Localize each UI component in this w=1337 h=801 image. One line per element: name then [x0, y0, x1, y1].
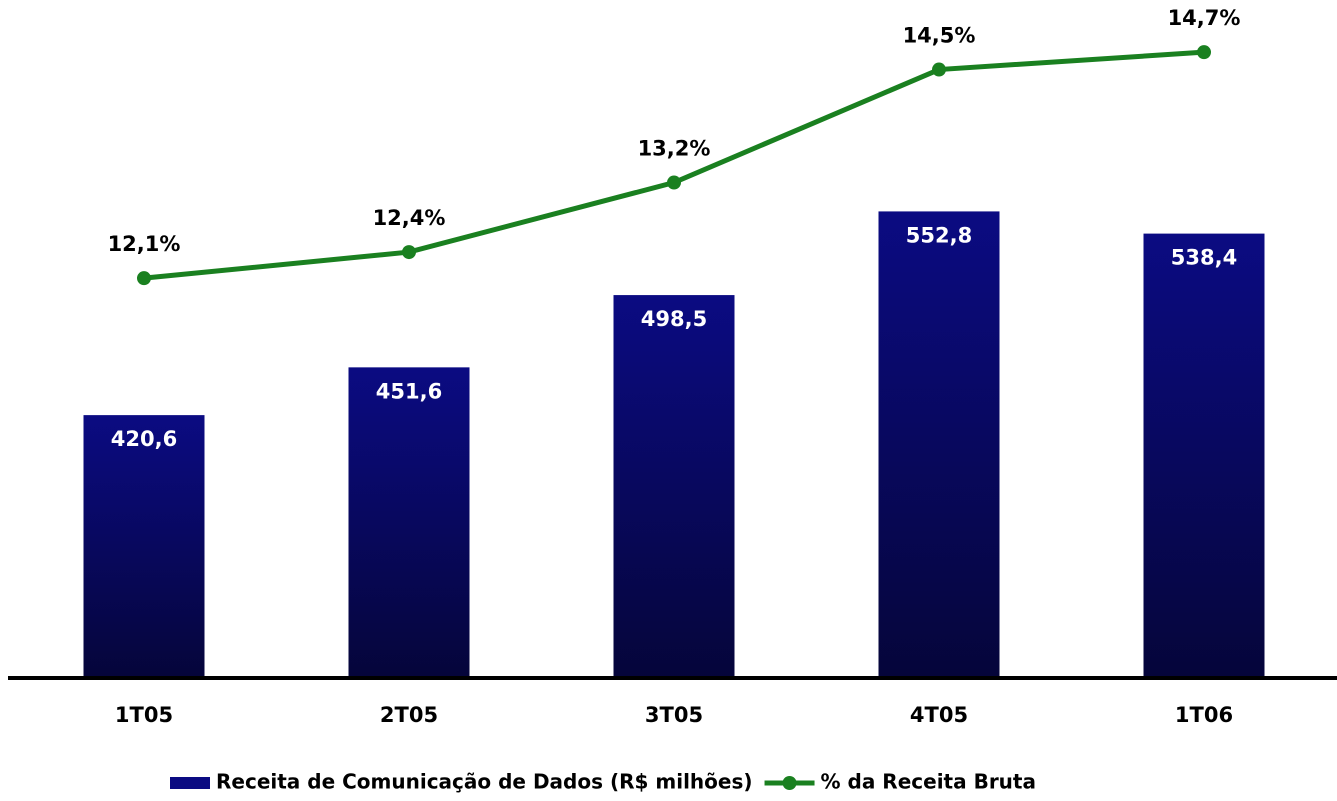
line-marker — [667, 175, 681, 190]
line-marker — [402, 245, 416, 260]
bar — [1143, 233, 1265, 679]
legend-label: Receita de Comunicação de Dados (R$ milh… — [216, 770, 753, 794]
x-tick-label: 3T05 — [645, 703, 703, 727]
bar-value-label: 420,6 — [111, 427, 177, 451]
bar-value-label: 498,5 — [641, 307, 707, 331]
x-tick-label: 1T06 — [1175, 703, 1233, 727]
line-value-label: 14,7% — [1168, 6, 1241, 30]
line-marker — [1197, 45, 1211, 60]
legend-label: % da Receita Bruta — [821, 770, 1036, 794]
line-value-label: 12,1% — [108, 232, 181, 256]
x-tick-label: 4T05 — [910, 703, 968, 727]
line-marker — [932, 62, 946, 77]
bar — [613, 295, 735, 678]
x-tick-label: 2T05 — [380, 703, 438, 727]
line-value-label: 12,4% — [373, 206, 446, 230]
bar-value-label: 538,4 — [1171, 246, 1237, 270]
bar — [348, 367, 470, 678]
bar-value-label: 552,8 — [906, 223, 972, 247]
line-value-label: 14,5% — [903, 24, 976, 48]
line — [143, 49, 1205, 281]
x-tick-label: 1T05 — [115, 703, 173, 727]
bar — [83, 415, 205, 678]
bar — [878, 211, 1000, 678]
line-marker — [137, 271, 151, 286]
legend-marker — [782, 776, 797, 790]
line-value-label: 13,2% — [638, 137, 711, 161]
legend-swatch — [170, 777, 210, 789]
bar-value-label: 451,6 — [376, 379, 442, 403]
